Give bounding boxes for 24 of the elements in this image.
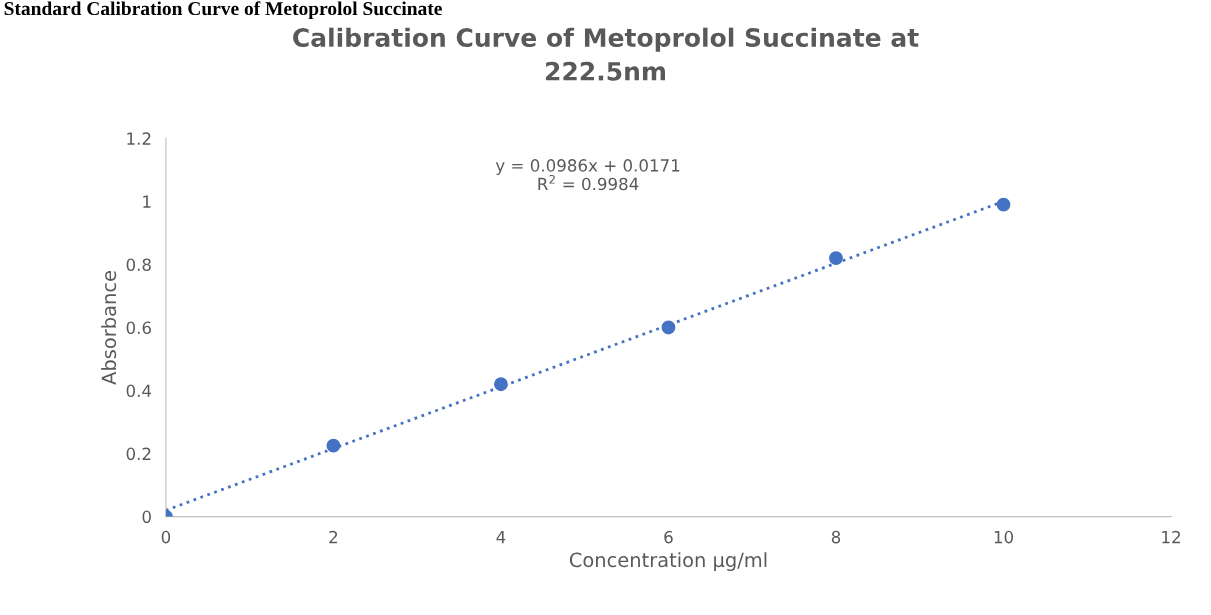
y-tick-label: 0.8 xyxy=(126,258,151,272)
y-tick-label: 0.6 xyxy=(126,321,151,335)
point xyxy=(326,438,341,453)
x-tick-label: 2 xyxy=(329,530,338,544)
text: Standard Calibration Curve of Metoprolol Succinate xyxy=(4,1,442,20)
y-tick-label: 0.4 xyxy=(126,384,152,398)
point xyxy=(494,377,508,392)
y-tick-label: 0 xyxy=(142,510,151,524)
y-tick-label: 1.2 xyxy=(127,132,151,145)
x-tick-label: 4 xyxy=(496,531,506,544)
x-tick-label: 8 xyxy=(831,530,841,544)
x-tick-label: 10 xyxy=(994,530,1014,544)
x-tick-label: 6 xyxy=(664,530,673,544)
x-tick-label: 12 xyxy=(1162,530,1180,544)
y-tick-label: 1 xyxy=(143,195,151,208)
point xyxy=(829,251,843,266)
x-axis-title: Concentration µg/ml xyxy=(569,552,767,571)
point xyxy=(661,320,676,335)
x-tick-label: 0 xyxy=(161,530,171,544)
annotation: y = 0.0986x + 0.0171 R$^{2}$ = 0.9984 xyxy=(495,159,680,191)
point xyxy=(996,197,1011,212)
y-tick-label: 0.2 xyxy=(126,447,151,461)
y-axis-title: Absorbance xyxy=(101,271,117,385)
chart-title: Calibration Curve of Metoprolol Succinate at 222.5nm xyxy=(293,27,919,81)
